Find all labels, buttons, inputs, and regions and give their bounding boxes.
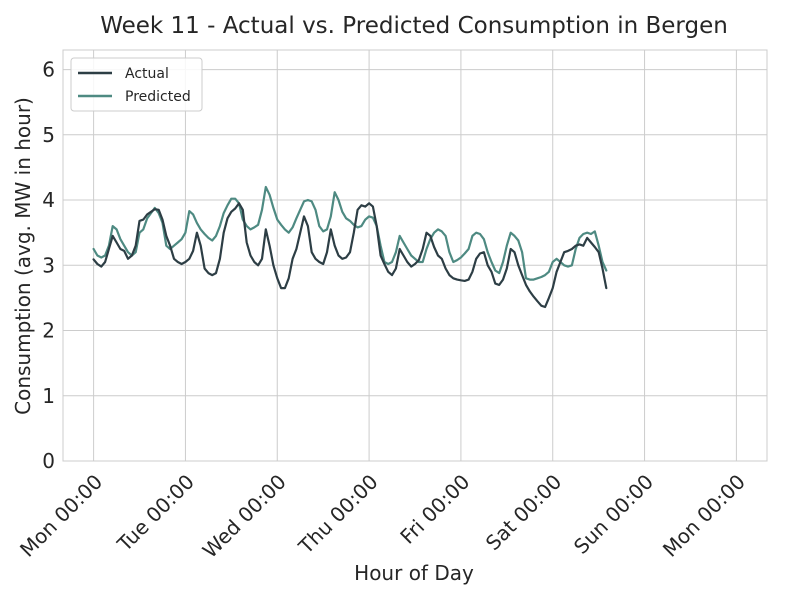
- x-tick-label: Thu 00:00: [293, 470, 382, 559]
- y-tick-label: 5: [42, 123, 55, 147]
- x-tick-label: Fri 00:00: [395, 470, 474, 549]
- legend: Actual Predicted: [70, 57, 203, 112]
- chart-title: Week 11 - Actual vs. Predicted Consumpti…: [100, 13, 728, 39]
- x-tick-label: Mon 00:00: [658, 470, 750, 562]
- series-line-actual: [92, 202, 608, 309]
- series-lines: [92, 185, 608, 309]
- y-tick-label: 0: [42, 449, 55, 473]
- y-tick-label: 2: [42, 319, 55, 343]
- y-tick-label: 4: [42, 188, 55, 212]
- grid-lines: [63, 50, 767, 462]
- y-tick-label: 1: [42, 384, 55, 408]
- y-tick-label: 6: [42, 58, 55, 82]
- x-tick-label: Sun 00:00: [569, 470, 658, 559]
- y-tick-labels: 0 1 2 3 4 5 6: [42, 58, 55, 473]
- series-line-predicted: [92, 185, 608, 281]
- x-tick-label: Sat 00:00: [481, 470, 566, 555]
- x-tick-label: Mon 00:00: [15, 470, 107, 562]
- legend-label-actual: Actual: [125, 66, 169, 82]
- plot-area-frame: [62, 49, 768, 462]
- x-tick-label: Tue 00:00: [112, 470, 199, 557]
- x-axis-label: Hour of Day: [354, 561, 474, 585]
- legend-box: [70, 57, 203, 112]
- y-axis-label: Consumption (avg. MW in hour): [11, 97, 35, 415]
- legend-label-predicted: Predicted: [125, 89, 191, 105]
- y-tick-label: 3: [42, 253, 55, 277]
- x-tick-label: Wed 00:00: [198, 470, 291, 563]
